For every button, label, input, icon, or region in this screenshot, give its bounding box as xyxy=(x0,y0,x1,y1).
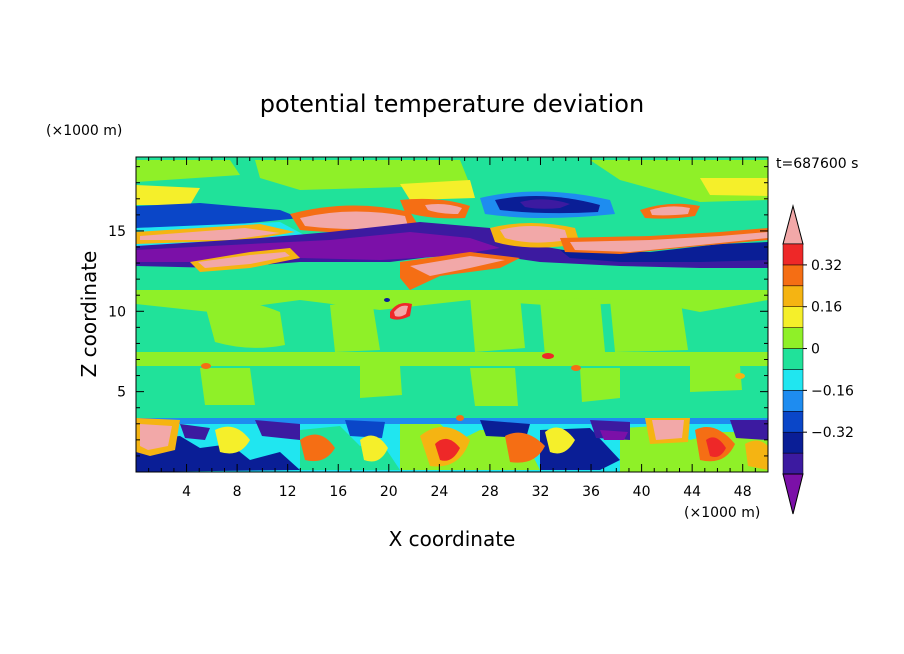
y-axis-label: Z coordinate xyxy=(77,251,101,378)
colorbar-box xyxy=(782,327,804,349)
colorbar-tick-label: −0.32 xyxy=(811,425,854,441)
x-tick-label: 24 xyxy=(430,484,448,500)
chart-title: potential temperature deviation xyxy=(260,90,644,118)
boundary-layer xyxy=(136,418,768,472)
x-unit-label: (×1000 m) xyxy=(684,505,760,521)
colorbar-box xyxy=(782,411,804,433)
x-tick-label: 36 xyxy=(582,484,600,500)
x-tick-label: 8 xyxy=(233,484,242,500)
upper-band-structure xyxy=(136,191,768,320)
y-unit-label: (×1000 m) xyxy=(46,123,122,139)
y-tick-label: 15 xyxy=(108,224,126,240)
colorbar-min-arrow xyxy=(782,473,804,515)
contour-field xyxy=(136,157,768,472)
colorbar-tick-label: −0.16 xyxy=(811,383,854,399)
colorbar-box xyxy=(782,285,804,307)
x-tick-label: 40 xyxy=(633,484,651,500)
colorbar-box xyxy=(782,306,804,328)
colorbar: 0.32 0.16 0 −0.16 −0.32 xyxy=(782,204,854,515)
colorbar-tick-label: 0.32 xyxy=(811,258,842,274)
colorbar-max-arrow xyxy=(782,204,804,245)
colorbar-box xyxy=(782,452,804,475)
x-tick-label: 44 xyxy=(683,484,701,500)
colorbar-box xyxy=(782,348,804,370)
mid-layer-patches xyxy=(136,160,768,406)
x-tick-label: 28 xyxy=(481,484,499,500)
x-tick-label: 12 xyxy=(279,484,297,500)
x-tick-label: 48 xyxy=(734,484,752,500)
time-label: t=687600 s xyxy=(776,156,858,172)
x-tick-label: 4 xyxy=(182,484,191,500)
x-tick-label: 20 xyxy=(380,484,398,500)
x-tick-label: 16 xyxy=(329,484,347,500)
scattered-cells xyxy=(201,298,745,421)
colorbar-box xyxy=(782,390,804,412)
colorbar-box xyxy=(782,264,804,287)
colorbar-box xyxy=(782,243,804,266)
colorbar-tick-label: 0 xyxy=(811,342,820,358)
colorbar-box xyxy=(782,369,804,391)
x-tick-label: 32 xyxy=(532,484,550,500)
x-axis-label: X coordinate xyxy=(389,527,516,551)
y-tick-label: 10 xyxy=(108,304,126,320)
y-tick-label: 5 xyxy=(117,385,126,401)
colorbar-box xyxy=(782,431,804,454)
colorbar-tick-label: 0.16 xyxy=(811,300,842,316)
